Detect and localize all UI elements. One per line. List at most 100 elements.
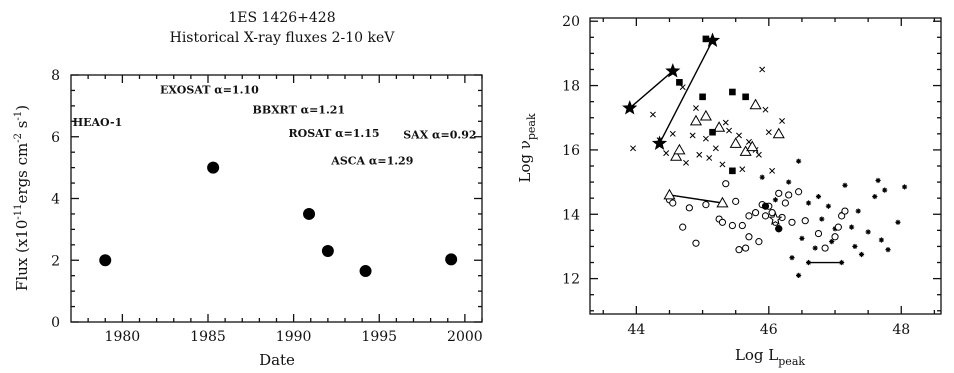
left-y-tick-label: 4	[51, 192, 60, 208]
right-connecting-lines	[629, 40, 842, 264]
asterisk-marker	[786, 179, 792, 185]
triangle-marker	[729, 137, 742, 148]
triangle-marker	[689, 114, 703, 126]
left-y-label-unit: ergs cm	[13, 143, 31, 204]
x-marker	[649, 111, 656, 118]
left-data-point	[359, 265, 372, 278]
triangle-marker	[713, 121, 726, 132]
left-y-label-main: Flux (x10	[13, 220, 31, 292]
left-y-label-exp2: -2	[13, 133, 24, 143]
asterisk-marker	[872, 193, 878, 200]
asterisk-marker	[805, 259, 812, 266]
asterisk-marker	[895, 219, 901, 225]
right-x-label-sub: peak	[778, 355, 805, 368]
right-x-axis-label: Log Lpeak	[735, 346, 805, 368]
x-marker	[736, 132, 742, 139]
asterisk-marker	[825, 203, 832, 209]
x-marker	[706, 155, 713, 161]
left-data-point	[445, 253, 458, 266]
left-x-tick-label: 1995	[361, 329, 397, 345]
star-marker	[622, 100, 638, 115]
x-marker	[719, 161, 726, 168]
left-y-tick-label: 0	[51, 315, 60, 331]
right-y-tick-label: 18	[562, 79, 580, 95]
triangle-marker	[663, 188, 676, 200]
open-circle-marker	[755, 238, 763, 246]
triangle-marker	[749, 98, 762, 110]
left-data-point	[321, 244, 334, 257]
asterisk-marker	[805, 200, 812, 206]
open-circle-marker	[785, 191, 793, 199]
square-marker	[699, 93, 706, 101]
square-marker	[729, 88, 736, 96]
left-annotation: EXOSAT α=1.10	[160, 84, 259, 97]
open-circle-marker	[745, 212, 753, 220]
left-axis-ticks: 1980 1985 1990 1995 2000 0 2 4 6 8	[51, 68, 483, 345]
x-marker	[702, 135, 709, 142]
asterisk-marker	[901, 184, 908, 190]
x-marker	[765, 129, 772, 136]
open-circle-marker	[692, 239, 700, 247]
x-marker	[755, 151, 762, 158]
connecting-line	[629, 70, 674, 109]
right-x-tick-label: 44	[627, 322, 645, 338]
open-circle-marker	[669, 199, 677, 207]
asterisk-marker	[812, 245, 818, 251]
right-plot-frame	[589, 17, 942, 315]
open-circle-marker	[738, 221, 746, 230]
left-chart-subtitle: Historical X-ray fluxes 2-10 keV	[170, 30, 396, 46]
x-marker	[693, 105, 699, 112]
asterisk-marker	[796, 158, 802, 164]
x-marker	[696, 151, 703, 158]
open-circle-marker	[702, 201, 710, 209]
asterisk-marker	[789, 255, 795, 261]
open-circle-marker	[795, 188, 803, 196]
asterisk-marker	[858, 251, 865, 258]
open-circle-marker	[841, 207, 849, 215]
triangle-marker	[670, 150, 683, 161]
triangle-marker	[716, 196, 729, 208]
right-y-label-main: Log ν	[516, 140, 534, 182]
open-circle-marker	[761, 212, 770, 220]
star-marker	[651, 135, 668, 150]
right-x-tick-label: 46	[760, 322, 778, 338]
x-marker	[762, 106, 769, 113]
asterisk-marker	[865, 229, 871, 235]
asterisk-marker	[839, 259, 845, 266]
left-data-point	[207, 161, 220, 174]
left-x-tick-label: 1990	[276, 329, 312, 345]
right-x-tick-label: 48	[892, 322, 910, 338]
right-y-tick-label: 20	[562, 14, 580, 30]
open-circle-marker	[838, 212, 846, 220]
asterisk-marker	[885, 247, 891, 253]
open-circle-marker	[735, 246, 743, 254]
left-y-label-close: )	[13, 105, 31, 111]
star-marker	[704, 32, 721, 47]
open-circle-marker	[831, 233, 839, 241]
square-marker	[676, 79, 683, 86]
open-circle-marker	[814, 229, 823, 238]
left-annotation: SAX α=0.92	[403, 128, 476, 141]
left-annotation: ASCA α=1.29	[330, 155, 413, 168]
asterisk-marker	[796, 272, 802, 278]
open-circle-marker	[751, 209, 760, 217]
x-marker	[683, 159, 689, 166]
x-marker	[712, 145, 719, 152]
left-y-label-s: s	[13, 121, 31, 133]
x-marker	[722, 119, 729, 126]
x-marker	[689, 132, 696, 139]
open-circle-marker	[722, 180, 730, 188]
asterisk-marker	[848, 224, 855, 230]
square-marker	[702, 35, 710, 43]
asterisk-marker	[878, 237, 884, 243]
left-y-tick-label: 6	[51, 130, 60, 146]
triangle-marker	[772, 127, 785, 139]
connecting-line	[658, 40, 714, 144]
right-axis-ticks: 44 46 48 12 14 16 18 20	[562, 14, 941, 338]
left-y-label-exp3: -1	[13, 111, 24, 121]
x-marker	[739, 166, 746, 173]
asterisk-marker	[852, 243, 858, 250]
left-chart: 1ES 1426+428 Historical X-ray fluxes 2-1…	[13, 10, 483, 369]
filled-circle-marker	[775, 225, 783, 233]
x-marker	[630, 145, 637, 152]
